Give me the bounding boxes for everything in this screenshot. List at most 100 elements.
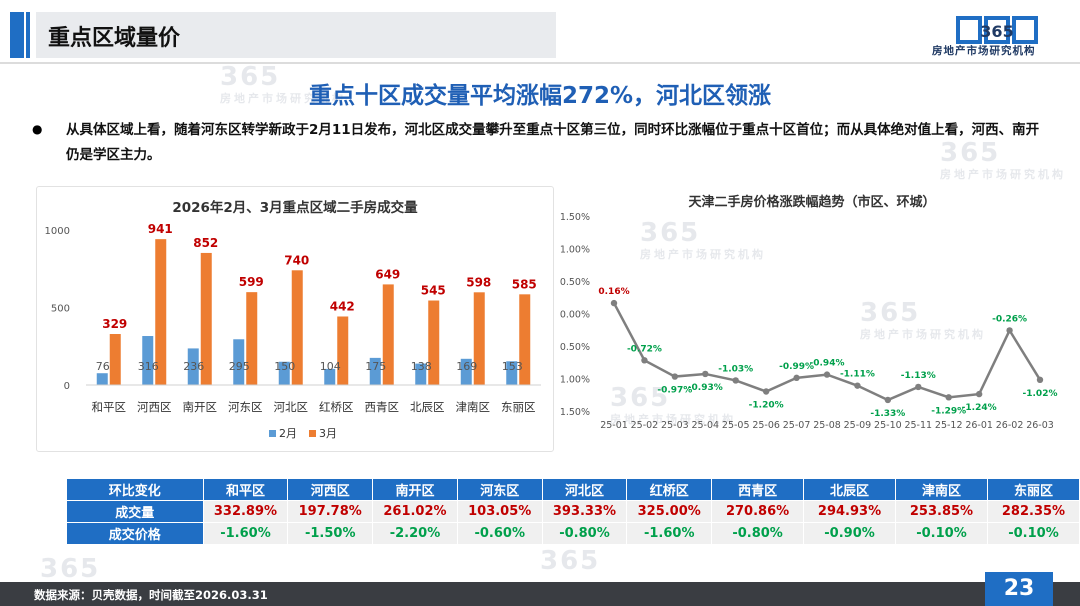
bar-label-mar: 740: [284, 253, 309, 267]
chart-title: 天津二手房价格涨跌幅趋势（市区、环城）: [688, 194, 935, 210]
table-cell: 261.02%: [372, 500, 458, 523]
table-cell: -2.20%: [372, 522, 458, 545]
bar-label-mar: 545: [421, 284, 446, 298]
data-source: 数据来源：贝壳数据，时间截至2026.03.31: [34, 588, 268, 602]
bar-feb: [96, 373, 108, 385]
data-label: -1.24%: [962, 403, 997, 413]
data-point: [854, 382, 861, 389]
watermark-number: 365: [40, 554, 101, 584]
x-tick-label: 25-07: [783, 420, 811, 431]
table-cell: 332.89%: [202, 500, 289, 523]
bar-label-feb: 236: [183, 360, 204, 373]
footer-bar: [0, 582, 1080, 606]
bar-mar: [246, 292, 258, 385]
bar-label-feb: 138: [411, 360, 432, 373]
bar-mar: [473, 292, 485, 385]
x-tick-label: 河西区: [137, 400, 172, 414]
table-cell: 393.33%: [541, 500, 628, 523]
bar-label-mar: 329: [102, 317, 127, 331]
data-point: [610, 299, 618, 307]
data-label: -1.03%: [718, 364, 753, 374]
bar-mar: [382, 284, 394, 385]
bar-feb: [278, 361, 290, 385]
header-accent: [10, 12, 24, 58]
y-tick-label: -1.00%: [560, 375, 590, 386]
bar-mar: [291, 270, 303, 385]
row-header: 成交量: [66, 500, 204, 523]
chart-title: 2026年2月、3月重点区域二手房成交量: [172, 199, 418, 216]
page-number: 23: [1003, 576, 1035, 601]
data-point: [884, 396, 892, 404]
bar-label-mar: 585: [512, 277, 537, 291]
logo-text: 房地产市场研究机构: [932, 45, 1036, 57]
bar-feb: [142, 336, 154, 385]
x-tick-label: 25-02: [631, 420, 659, 431]
x-tick-label: 25-10: [874, 420, 902, 431]
bar-label-mar: 598: [466, 275, 491, 289]
column-header: 西青区: [711, 478, 805, 501]
data-label: 0.16%: [598, 287, 629, 297]
y-tick-label: 0: [64, 381, 70, 392]
x-tick-label: 河北区: [274, 400, 309, 414]
body-paragraph: 从具体区域上看，随着河东区转学新政于2月11日发布，河北区成交量攀升至重点十区第…: [66, 122, 1040, 163]
x-tick-label: 南开区: [183, 400, 218, 414]
bar-mar: [519, 294, 531, 385]
data-label: -1.33%: [870, 409, 905, 419]
data-point: [641, 357, 648, 364]
table-cell: 325.00%: [626, 500, 713, 523]
column-header: 北辰区: [803, 478, 896, 501]
data-label: -1.11%: [840, 370, 875, 380]
bar-mar: [155, 239, 167, 385]
data-label: -0.72%: [627, 344, 662, 354]
table-cell: 282.35%: [986, 500, 1080, 523]
column-header: 红桥区: [626, 478, 713, 501]
x-tick-label: 26-03: [1026, 420, 1054, 431]
column-header: 河西区: [287, 478, 374, 501]
bar-label-mar: 941: [148, 222, 173, 236]
bar-feb: [415, 363, 427, 385]
bar-label-mar: 599: [239, 275, 264, 289]
bar-feb: [233, 339, 245, 385]
x-tick-label: 25-08: [813, 420, 841, 431]
x-tick-label: 和平区: [92, 400, 127, 414]
slide-subtitle: 重点十区成交量平均涨幅272%，河北区领涨: [308, 83, 772, 109]
column-header: 和平区: [202, 478, 289, 501]
data-label: -1.13%: [901, 371, 936, 381]
header-divider: [0, 62, 1080, 64]
data-point: [915, 383, 922, 391]
x-tick-label: 北辰区: [410, 400, 445, 414]
bar-mar: [337, 316, 349, 385]
data-point: [762, 388, 770, 395]
header-title-box: [36, 12, 556, 58]
y-tick-label: 0.50%: [560, 277, 590, 288]
data-label: -1.20%: [749, 401, 784, 411]
table-cell: -0.80%: [541, 522, 628, 545]
x-tick-label: 津南区: [456, 400, 491, 414]
x-tick-label: 东丽区: [501, 400, 536, 414]
x-tick-label: 25-11: [904, 420, 932, 431]
data-point: [823, 371, 831, 378]
y-tick-label: -1.50%: [560, 407, 590, 418]
watermark-number: 365: [540, 546, 601, 576]
bar-feb: [324, 368, 336, 385]
legend-label-mar: 3月: [319, 427, 337, 440]
x-tick-label: 25-01: [600, 420, 628, 431]
table-row: 成交量 332.89% 197.78% 261.02% 103.05% 393.33% 32…: [66, 500, 1080, 523]
bar-label-feb: 295: [229, 360, 250, 373]
y-tick-label: 0.00%: [560, 310, 590, 321]
table-row: 成交价格 -1.60% -1.50% -2.20% -0.60% -0.80% -1.60%…: [66, 522, 1080, 545]
column-header: 河东区: [456, 478, 543, 501]
x-tick-label: 西青区: [365, 400, 400, 414]
watermark: 365: [40, 556, 100, 582]
bullet-icon: ●: [32, 122, 43, 136]
bar-mar: [109, 334, 121, 385]
legend-swatch-feb: [269, 430, 276, 437]
bar-feb: [369, 357, 381, 385]
bar-mar: [428, 300, 440, 385]
data-point: [1006, 327, 1013, 334]
bar-feb: [506, 361, 518, 385]
bar-feb: [187, 348, 199, 385]
table-cell: -0.10%: [895, 522, 988, 545]
page-title: 重点区域量价: [48, 26, 181, 51]
bar-label-feb: 169: [456, 360, 477, 373]
